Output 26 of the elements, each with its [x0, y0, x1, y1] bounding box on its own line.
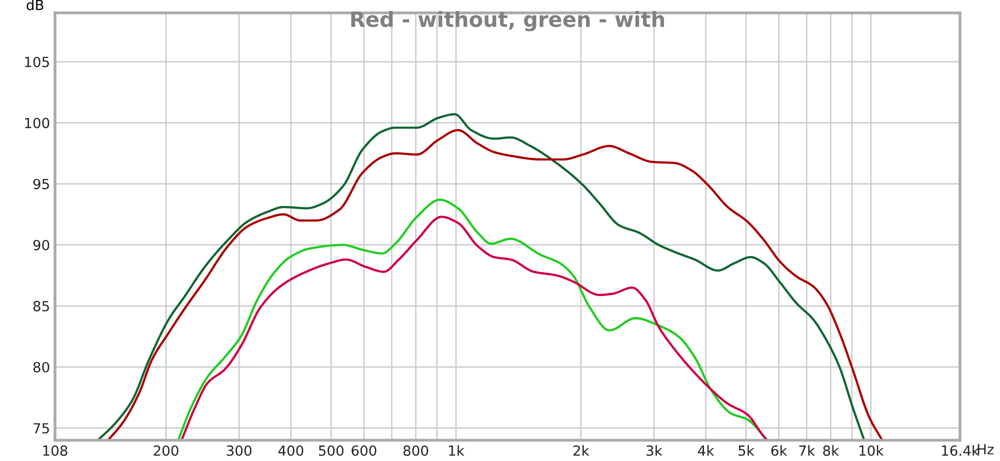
x-tick-label: 5k — [738, 445, 754, 456]
x-tick-label: 400 — [278, 445, 304, 456]
y-tick-label: 105 — [25, 56, 49, 68]
y-tick-label: 95 — [33, 178, 49, 190]
x-tick-label: 2k — [573, 445, 590, 456]
x-tick-label: 7k — [799, 445, 816, 456]
x-tick-label: 108 — [43, 445, 68, 456]
y-tick-label: 75 — [34, 423, 49, 434]
x-tick-label: 300 — [226, 445, 252, 456]
x-tick-label: 1k — [449, 445, 464, 456]
x-axis-title: Hz — [978, 444, 994, 454]
x-tick-label: 3k — [646, 445, 662, 456]
y-tick-label: 90 — [33, 240, 50, 250]
y-tick-label: 85 — [33, 300, 49, 312]
x-tick-label: 500 — [318, 445, 344, 456]
x-tick-label: 800 — [403, 445, 428, 456]
chart-title: Red - without, green - with — [351, 10, 664, 32]
y-tick-label: 80 — [33, 362, 50, 372]
x-tick-label: 6k — [771, 445, 788, 456]
x-tick-label: 8k — [823, 445, 840, 456]
x-tick-label: 4k — [698, 445, 714, 456]
y-tick-label: 100 — [25, 118, 50, 128]
x-tick-label: 10k — [860, 445, 884, 456]
x-tick-label: 16.4k — [942, 445, 980, 456]
x-tick-label: 200 — [154, 445, 178, 456]
x-tick-label: 600 — [352, 445, 376, 456]
